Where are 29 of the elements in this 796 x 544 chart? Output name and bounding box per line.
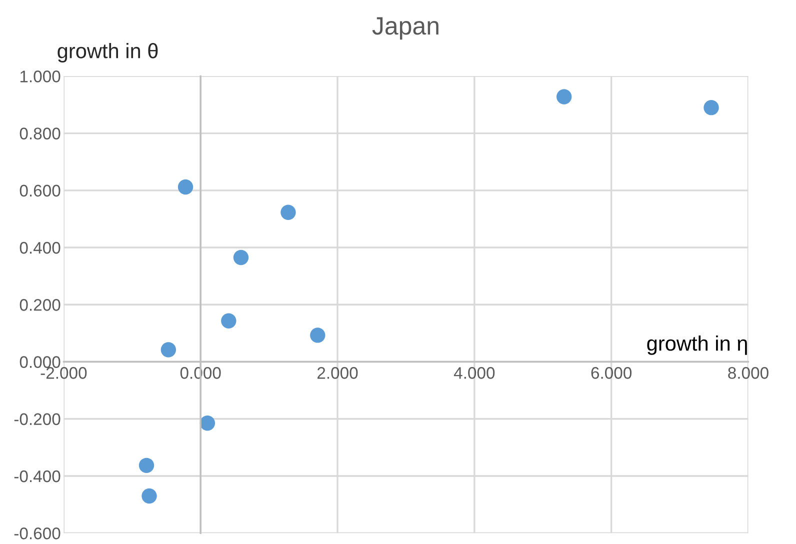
point	[178, 179, 194, 195]
point	[142, 488, 157, 504]
x-tick-label: 6.000	[591, 367, 632, 379]
point	[233, 250, 249, 266]
point	[138, 458, 154, 474]
point	[280, 204, 296, 220]
y-tick-label: -0.600	[14, 528, 60, 540]
x-tick-label: 0.000	[180, 367, 221, 379]
y-axis-title: growth in θ	[58, 43, 158, 62]
x-tick-label: -2.000	[40, 367, 87, 379]
point	[704, 100, 719, 116]
y-tick-label: 0.200	[20, 299, 60, 311]
y-tick-label: 1.000	[20, 70, 60, 82]
x-tick-label: 8.000	[728, 367, 768, 379]
point	[160, 342, 176, 358]
point	[556, 89, 572, 104]
y-tick-label: -0.200	[14, 413, 60, 426]
y-tick-label: 0.400	[20, 242, 60, 254]
y-tick-label: 0.000	[20, 356, 60, 368]
x-axis-title: growth in η	[647, 335, 747, 355]
y-tick-label: 0.800	[20, 128, 60, 140]
point	[221, 313, 236, 329]
point	[200, 416, 216, 431]
chart-title: Japan	[372, 17, 438, 40]
point	[310, 328, 326, 343]
y-tick-label: 0.600	[20, 184, 60, 197]
y-tick-label: -0.400	[14, 470, 60, 482]
x-tick-label: 4.000	[454, 367, 495, 379]
x-tick-label: 2.000	[317, 367, 358, 379]
